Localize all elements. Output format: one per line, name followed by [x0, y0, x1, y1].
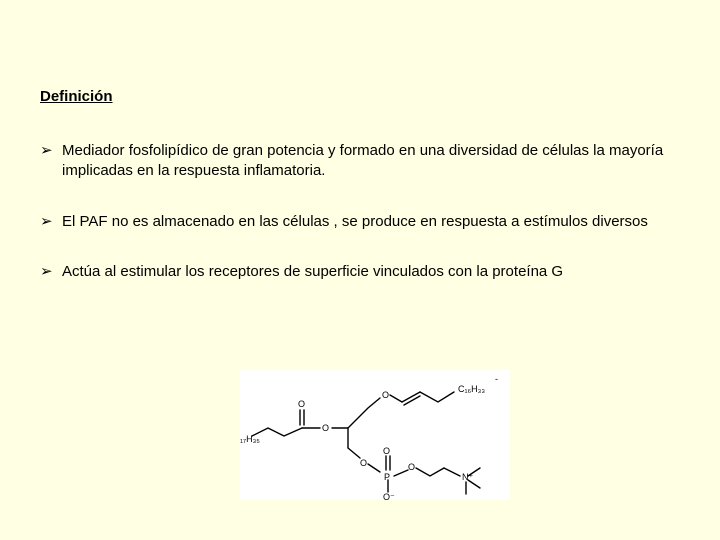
heading-definicion: Definición [40, 88, 680, 105]
bullet-list: ➢ Mediador fosfolipídico de gran potenci… [40, 141, 680, 282]
list-item: ➢ El PAF no es almacenado en las células… [40, 212, 680, 232]
oxygen-label: O [383, 446, 390, 456]
phosphorus-label: P [384, 472, 390, 482]
bullet-text: Mediador fosfolipídico de gran potencia … [62, 141, 680, 182]
paf-structure-icon: O C₁₆H₃₃ O O ₁₇H₃₅ O P O O⁻ O N⁺ - [240, 370, 510, 500]
bullet-marker-icon: ➢ [40, 141, 62, 161]
oxygen-label: O [360, 458, 367, 468]
nitrogen-label: N⁺ [462, 472, 473, 482]
oxygen-label: O [408, 462, 415, 472]
oxygen-label: O [382, 390, 389, 400]
acetyl-tail-label: ₁₇H₃₅ [240, 434, 260, 444]
list-item: ➢ Mediador fosfolipídico de gran potenci… [40, 141, 680, 182]
chemical-structure-figure: O C₁₆H₃₃ O O ₁₇H₃₅ O P O O⁻ O N⁺ - [240, 370, 510, 500]
slide: Definición ➢ Mediador fosfolipídico de g… [0, 0, 720, 540]
phosphate-charge-label: O⁻ [383, 492, 395, 500]
bullet-marker-icon: ➢ [40, 212, 62, 232]
stray-mark: - [495, 374, 498, 384]
alkyl-tail-label: C₁₆H₃₃ [458, 384, 485, 394]
bullet-text: El PAF no es almacenado en las células ,… [62, 212, 680, 232]
bullet-text: Actúa al estimular los receptores de sup… [62, 262, 680, 282]
list-item: ➢ Actúa al estimular los receptores de s… [40, 262, 680, 282]
oxygen-label: O [322, 423, 329, 433]
bullet-marker-icon: ➢ [40, 262, 62, 282]
oxygen-label: O [298, 399, 305, 409]
